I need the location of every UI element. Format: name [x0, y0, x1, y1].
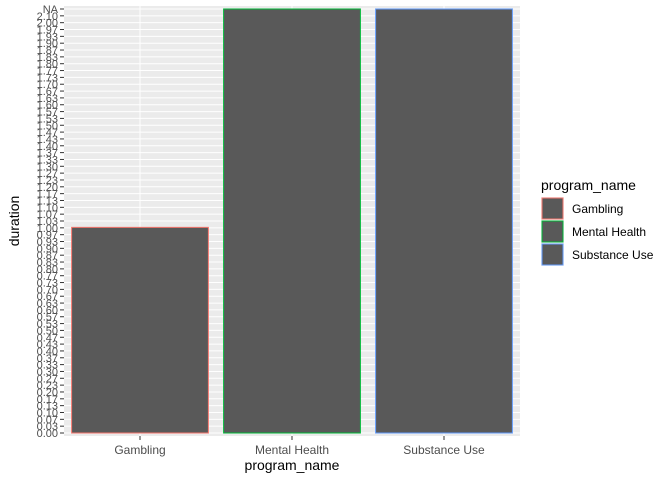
y-tick-label: 1.87 [37, 45, 58, 57]
y-tick-label: 1.90 [37, 38, 58, 50]
y-tick-label: 0.23 [37, 380, 58, 392]
y-tick-label: 1.10 [37, 202, 58, 214]
y-tick-label: 1.17 [37, 189, 58, 201]
y-tick-label: 1.60 [37, 100, 58, 112]
y-tick-label: NA [43, 4, 59, 16]
y-tick-label: 0.70 [37, 284, 58, 296]
y-tick-label: 1.93 [37, 31, 58, 43]
y-tick-label: 0.53 [37, 319, 58, 331]
y-tick-label: 0.47 [37, 332, 58, 344]
legend: program_name Gambling Mental Health Substa… [541, 177, 654, 266]
y-tick-label: 0.40 [37, 346, 58, 358]
y-tick-label: 0.17 [37, 394, 58, 406]
y-tick-label: 1.77 [37, 66, 58, 78]
legend-item-label: Mental Health [572, 225, 646, 239]
x-axis-label: program_name [245, 457, 340, 473]
y-tick-label: 1.40 [37, 141, 58, 153]
y-tick-label: 1.80 [37, 59, 58, 71]
y-tick-label: 0.37 [37, 353, 58, 365]
y-tick-label: 1.83 [37, 52, 58, 64]
y-tick-label: 1.27 [37, 168, 58, 180]
legend-key-swatch [541, 197, 564, 220]
y-tick-label: 0.07 [37, 414, 58, 426]
y-tick-label: 0.27 [37, 373, 58, 385]
y-tick-label: 1.03 [37, 216, 58, 228]
x-tick-label: Substance Use [403, 443, 485, 457]
y-tick-label: 0.50 [37, 325, 58, 337]
x-tick-label: Gambling [114, 443, 165, 457]
bar-mental-health [223, 8, 361, 434]
y-tick-label: 0.57 [37, 312, 58, 324]
y-tick-label: 0.10 [37, 407, 58, 419]
legend-key-swatch [541, 243, 564, 266]
y-tick-label: 1.07 [37, 209, 58, 221]
y-tick-label: 0.67 [37, 291, 58, 303]
y-tick-label: 1.00 [37, 223, 58, 235]
y-tick-label: 0.43 [37, 339, 58, 351]
y-tick-label: 1.30 [37, 161, 58, 173]
y-tick-label: 1.50 [37, 120, 58, 132]
y-tick-label: 1.20 [37, 182, 58, 194]
y-tick-label: 0.30 [37, 366, 58, 378]
y-tick-label: 0.73 [37, 278, 58, 290]
y-tick-label: 1.70 [37, 79, 58, 91]
y-tick-label: 1.37 [37, 148, 58, 160]
y-tick-label: 1.67 [37, 86, 58, 98]
y-tick-label: 0.60 [37, 305, 58, 317]
y-tick-label: 0.00 [37, 428, 58, 440]
legend-key-swatch [541, 220, 564, 243]
y-tick-label: 0.93 [37, 237, 58, 249]
y-tick-label: 0.80 [37, 264, 58, 276]
y-tick-label: 0.87 [37, 250, 58, 262]
y-tick-label: 1.53 [37, 113, 58, 125]
y-tick-label: 1.97 [37, 25, 58, 37]
y-tick-label: 1.63 [37, 93, 58, 105]
y-tick-label: 2.00 [37, 18, 58, 30]
y-tick-label: 0.77 [37, 271, 58, 283]
legend-items: Gambling Mental Health Substance Use [541, 197, 654, 266]
y-tick-label: 0.83 [37, 257, 58, 269]
y-tick-label: 1.43 [37, 134, 58, 146]
y-tick-label: 0.20 [37, 387, 58, 399]
y-tick-label: 1.57 [37, 107, 58, 119]
x-tick-label: Mental Health [255, 443, 329, 457]
y-tick-label: 1.73 [37, 72, 58, 84]
y-tick-label: 1.23 [37, 175, 58, 187]
legend-title: program_name [541, 177, 636, 193]
x-axis-ticks: Gambling Mental Health Substance Use [114, 436, 485, 457]
y-axis-label: duration [6, 196, 22, 247]
y-tick-label: 2.10 [37, 11, 58, 23]
y-tick-label: 1.13 [37, 195, 58, 207]
y-tick-label: 0.33 [37, 360, 58, 372]
y-tick-label: 0.63 [37, 298, 58, 310]
y-axis-ticks: 0.000.030.070.100.130.170.200.230.270.30… [37, 4, 64, 440]
bar-gambling [71, 226, 209, 434]
bars [71, 8, 513, 434]
legend-item-label: Gambling [572, 202, 623, 216]
y-tick-label: 0.03 [37, 421, 58, 433]
legend-item-label: Substance Use [572, 248, 654, 262]
y-tick-label: 1.47 [37, 127, 58, 139]
y-tick-label: 0.97 [37, 230, 58, 242]
y-tick-label: 0.13 [37, 401, 58, 413]
bar-substance-use [375, 8, 513, 434]
y-tick-label: 0.90 [37, 243, 58, 255]
y-tick-label: 1.33 [37, 154, 58, 166]
